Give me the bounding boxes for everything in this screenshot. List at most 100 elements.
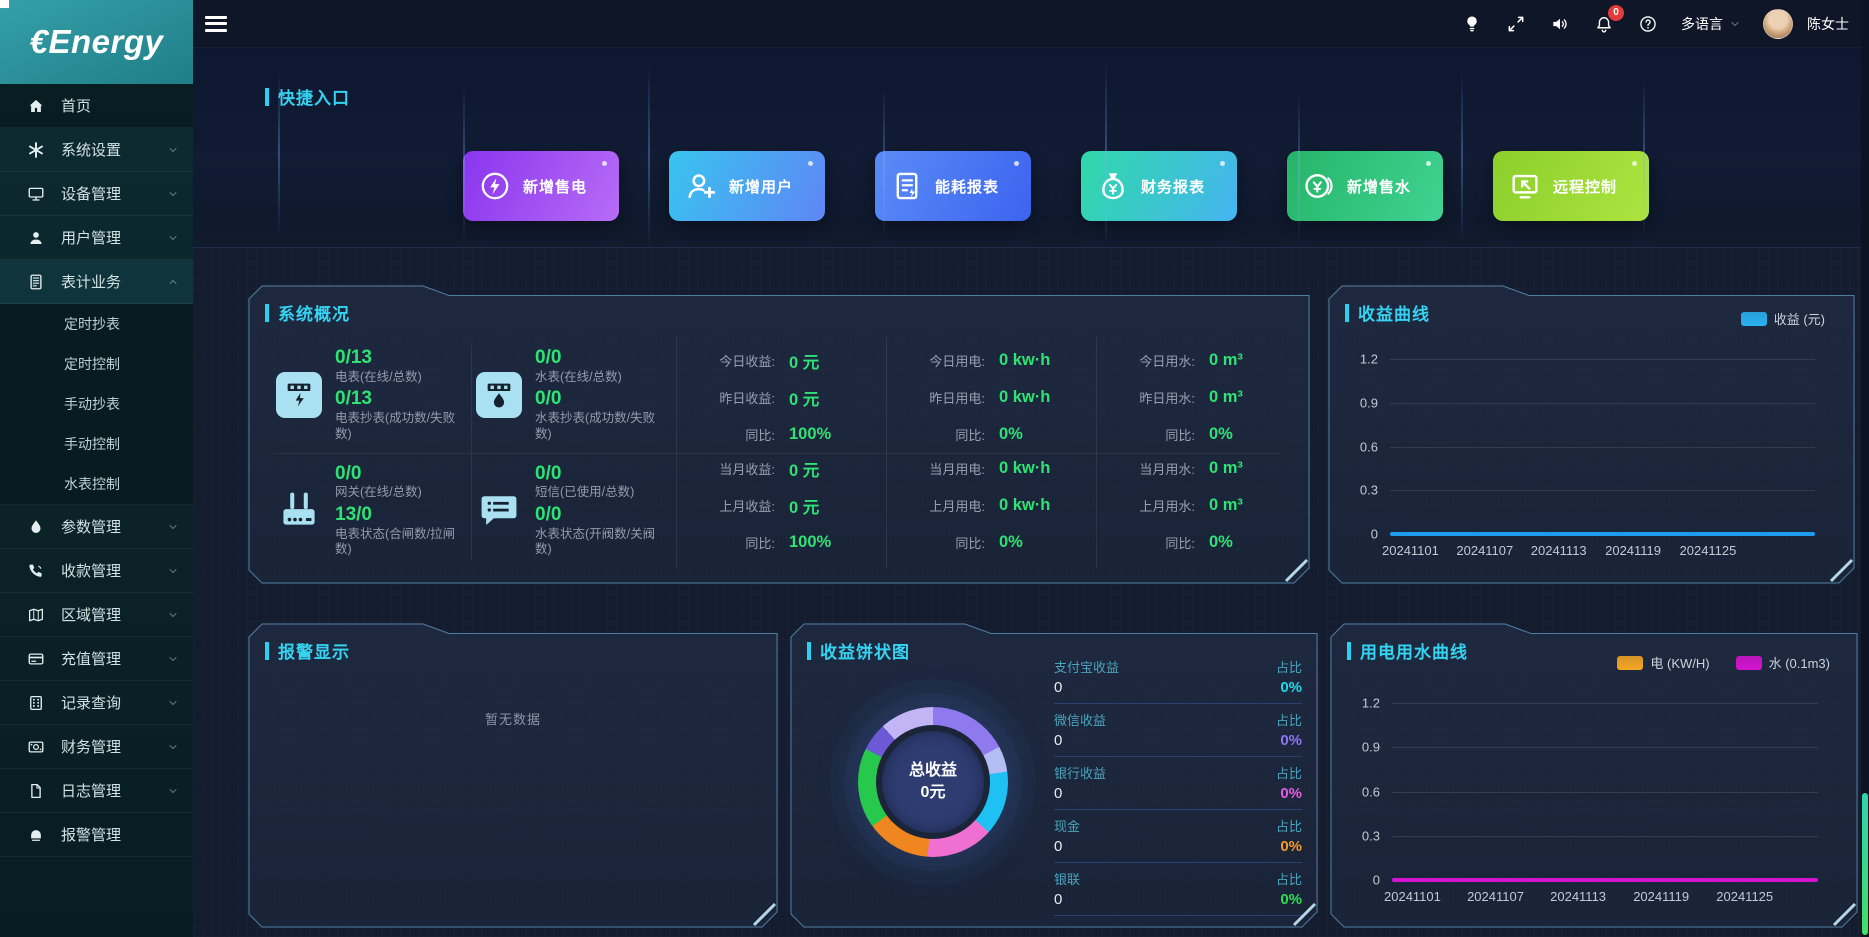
pie-ratio-label: 占比 (1275, 872, 1302, 887)
sidebar: €Energy 首页系统设置设备管理用户管理表计业务定时抄表定时控制手动抄表手动… (0, 0, 193, 937)
fullscreen-icon[interactable] (1505, 13, 1527, 35)
quick-button-3[interactable]: 财务报表 (1081, 151, 1237, 221)
meter-value: 0/0 (335, 462, 362, 484)
pie-item-ratio: 0% (1280, 679, 1302, 696)
sidebar-subitem-4-0[interactable]: 定时抄表 (64, 316, 120, 332)
stat-row: 同比: 0% (1107, 529, 1302, 556)
pie-item-values: 0 0% (1054, 838, 1302, 855)
pie-item-ratio: 0% (1280, 732, 1302, 749)
sidebar-item-4[interactable]: 表计业务 (0, 260, 193, 304)
quick-button-2[interactable]: 能耗报表 (875, 151, 1031, 221)
empty-state-text: 暂无数据 (484, 712, 541, 727)
sidebar-item-9[interactable]: 记录查询 (0, 681, 193, 725)
panel-title: 收益曲线 (1345, 300, 1430, 325)
quick-entry-title: 快捷入口 (265, 84, 350, 109)
light-streak (883, 88, 885, 238)
dashboard-content: 快捷入口 新增售电 新增用户 能耗报表 财务报表 新增售水 远程控制 系统概况 0/13 电… (193, 48, 1869, 937)
sidebar-subitem-4-1[interactable]: 定时控制 (64, 356, 120, 372)
sidebar-item-label: 系统设置 (61, 142, 122, 159)
sidebar-subitem-4-2[interactable]: 手动抄表 (64, 396, 120, 412)
quick-button-5[interactable]: 远程控制 (1493, 151, 1649, 221)
sidebar-item-1[interactable]: 系统设置 (0, 128, 193, 172)
language-selector[interactable]: 多语言 (1681, 14, 1741, 34)
lightbulb-icon[interactable] (1461, 13, 1483, 35)
sidebar-subitem-4-3[interactable]: 手动控制 (64, 436, 120, 452)
meter-caption: 水表状态(开阀数/关阀数) (535, 526, 656, 557)
pie-list-item-1: 微信收益 占比 0 0% (1054, 704, 1302, 757)
main-area: 0 多语言 陈女士 快捷入口 新增售电 新增用户 能耗报表 财务报表 新增售水 远程控制 (193, 0, 1869, 937)
sidebar-item-7[interactable]: 区域管理 (0, 593, 193, 637)
light-streak (648, 63, 650, 247)
chevron-down-icon (167, 232, 179, 244)
meter-value: 0/0 (535, 347, 562, 369)
revenue-line-chart: 1.2 0.9 0.6 0.3 0 20241101 20241107 20241113 202… (1360, 352, 1815, 558)
sidebar-item-12[interactable]: 报警管理 (0, 813, 193, 857)
panel-title-text: 用电用水曲线 (1360, 643, 1468, 662)
sidebar-item-6[interactable]: 收款管理 (0, 549, 193, 593)
pie-item-values: 0 0% (1054, 785, 1302, 802)
legend-item-0[interactable]: 电 (KW/H) (1617, 653, 1710, 672)
stat-label: 昨日用水: (1139, 391, 1195, 406)
quick-button-4[interactable]: 新增售水 (1287, 151, 1443, 221)
panel-title-text: 收益饼状图 (820, 643, 910, 662)
meter-value: 0/13 (335, 388, 372, 410)
meter-cell-text: 0/13 电表(在线/总数) 0/13 电表抄表(成功数/失败数) (335, 347, 468, 442)
sidebar-item-8[interactable]: 充值管理 (0, 637, 193, 681)
sidebar-item-label: 用户管理 (61, 230, 122, 247)
user-name: 陈女士 (1807, 15, 1849, 32)
sidebar-item-11[interactable]: 日志管理 (0, 769, 193, 813)
y-axis-tick: 0.6 (1359, 439, 1378, 454)
quick-button-0[interactable]: 新增售电 (463, 151, 619, 221)
meter-icon (26, 272, 46, 292)
pie-item-label: 银行收益 (1054, 766, 1107, 781)
pie-list-item-3: 现金 占比 0 0% (1054, 810, 1302, 863)
y-axis-tick: 0.3 (1359, 482, 1378, 498)
help-icon[interactable] (1637, 13, 1659, 35)
stat-value: 0 m³ (1209, 388, 1243, 406)
meter-caption: 电表抄表(成功数/失败数) (335, 411, 456, 441)
app-logo: €Energy (0, 0, 193, 84)
notification-badge: 0 (1608, 4, 1624, 21)
stat-value: 100% (789, 533, 832, 551)
sidebar-item-10[interactable]: 财务管理 (0, 725, 193, 769)
panel-title: 报警显示 (265, 638, 350, 663)
legend-item-1[interactable]: 水 (0.1m3) (1735, 653, 1830, 672)
region-icon (26, 605, 46, 625)
page-scrollbar[interactable] (1861, 0, 1869, 937)
light-streak (463, 83, 465, 243)
light-streak (1298, 93, 1300, 243)
quick-button-label: 新增售水 (1347, 178, 1412, 196)
pie-item-header: 现金 占比 (1054, 816, 1302, 835)
menu-toggle-button[interactable] (205, 15, 227, 32)
sidebar-subitem-4-4[interactable]: 水表控制 (64, 476, 120, 492)
bell-icon[interactable]: 0 (1593, 4, 1624, 35)
sidebar-item-3[interactable]: 用户管理 (0, 216, 193, 260)
stat-row: 今日用水: 0 m³ (1107, 347, 1302, 374)
stat-row: 同比: 100% (687, 421, 882, 448)
gridline (1392, 835, 1818, 837)
stat-row: 上月用电: 0 kw·h (897, 492, 1092, 519)
meter-caption: 水表(在线/总数) (535, 369, 622, 384)
chevron-down-icon (167, 144, 179, 156)
meter-cell-text: 0/0 水表(在线/总数) 0/0 水表抄表(成功数/失败数) (535, 347, 668, 442)
stat-row: 同比: 100% (687, 529, 882, 556)
meter-cell-1: 0/0 水表(在线/总数) 0/0 水表抄表(成功数/失败数) (476, 337, 676, 453)
x-axis-label: 20241119 (1633, 889, 1690, 904)
stat-label: 上月用电: (929, 499, 985, 514)
sidebar-item-5[interactable]: 参数管理 (0, 505, 193, 549)
sidebar-item-0[interactable]: 首页 (0, 84, 193, 128)
avatar[interactable] (1763, 8, 1793, 39)
alarm-icon (26, 825, 46, 845)
pie-ratio-label: 占比 (1275, 766, 1302, 781)
quick-button-1[interactable]: 新增用户 (669, 151, 825, 221)
quick-entry-buttons: 新增售电 新增用户 能耗报表 财务报表 新增售水 远程控制 (463, 151, 1649, 221)
speaker-icon[interactable] (1549, 13, 1571, 35)
stat-group: 今日收益: 0 元昨日收益: 0 元同比: 100% (687, 347, 882, 448)
stat-row: 昨日用电: 0 kw·h (897, 384, 1092, 411)
sidebar-item-2[interactable]: 设备管理 (0, 172, 193, 216)
meter-cell-text: 0/0 网关(在线/总数) 13/0 电表状态(合闸数/拉闸数) (335, 463, 468, 558)
stat-label: 同比: (955, 428, 985, 443)
scrollbar-thumb[interactable] (1862, 793, 1868, 935)
legend-item-0[interactable]: 收益 (元) (1740, 309, 1825, 328)
pie-item-header: 支付宝收益 占比 (1054, 657, 1302, 676)
